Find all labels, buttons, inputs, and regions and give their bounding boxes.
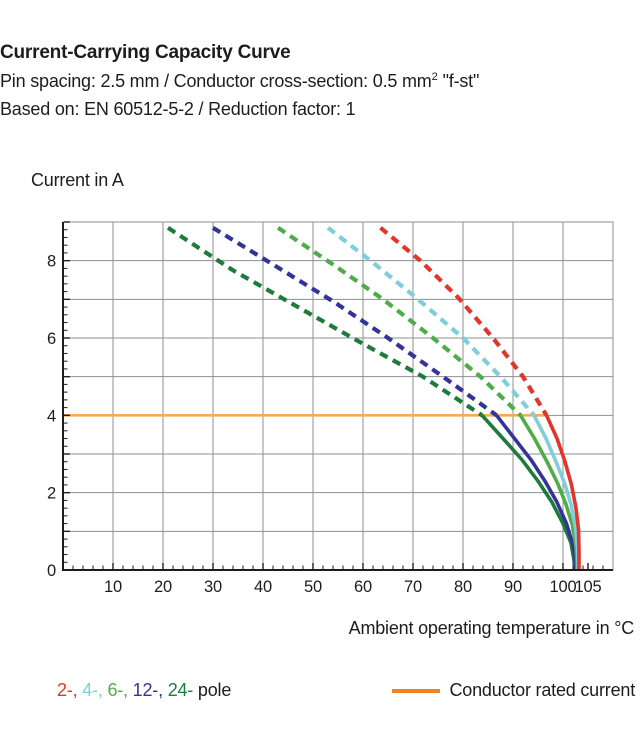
x-tick-label: 10: [104, 578, 122, 596]
legend-pole-2: 2-,: [57, 680, 78, 700]
subtitle-suffix: "f-st": [437, 71, 480, 91]
x-tick-label: 90: [504, 578, 522, 596]
x-tick-label: 20: [154, 578, 172, 596]
subtitle-text: Pin spacing: 2.5 mm / Conductor cross-se…: [0, 71, 432, 91]
plot-frame: [62, 221, 614, 571]
curve-2-pole-dashed: [379, 226, 549, 417]
x-tick-label: 70: [404, 578, 422, 596]
legend-rated-current: Conductor rated current: [391, 680, 636, 701]
y-tick-label: 8: [47, 253, 56, 271]
legend-pole-4: 4-,: [82, 680, 103, 700]
y-tick-label: 6: [47, 330, 56, 348]
x-tick-label: 30: [204, 578, 222, 596]
x-axis-title: Ambient operating temperature in °C: [348, 618, 635, 638]
legend-pole-suffix: pole: [197, 680, 232, 700]
x-tick-label: 100: [550, 578, 577, 596]
x-tick-label: 80: [454, 578, 472, 596]
rated-current-label: Conductor rated current: [449, 680, 636, 700]
curve-2-pole-solid: [544, 414, 581, 570]
x-tick-label: 60: [354, 578, 372, 596]
y-tick-label: 4: [47, 407, 56, 425]
y-axis-title: Current in A: [31, 170, 124, 190]
x-tick-label: 40: [254, 578, 272, 596]
chart-subtitle: Pin spacing: 2.5 mm / Conductor cross-se…: [0, 71, 642, 92]
legend-poles: 2-, 4-, 6-, 12-, 24- pole: [57, 680, 231, 701]
chart-subtitle-2: Based on: EN 60512-5-2 / Reduction facto…: [0, 99, 356, 119]
chart-title: Current-Carrying Capacity Curve: [0, 42, 291, 63]
legend-pole-24: 24-: [167, 680, 194, 700]
curve-4-pole-dashed: [326, 226, 536, 417]
curve-6-pole-dashed: [276, 226, 522, 417]
subtitle-superscript: 2: [431, 71, 438, 83]
x-tick-label: 50: [304, 578, 322, 596]
curve-12-pole-dashed: [211, 226, 498, 418]
legend-pole-12: 12-,: [132, 680, 163, 700]
y-tick-label: 2: [47, 485, 56, 503]
x-tick-label: 105: [575, 578, 602, 596]
curve-24-pole-dashed: [166, 226, 484, 418]
legend-pole-6: 6-,: [107, 680, 128, 700]
rated-current-swatch: [391, 688, 440, 693]
y-tick-label: 0: [47, 562, 56, 580]
